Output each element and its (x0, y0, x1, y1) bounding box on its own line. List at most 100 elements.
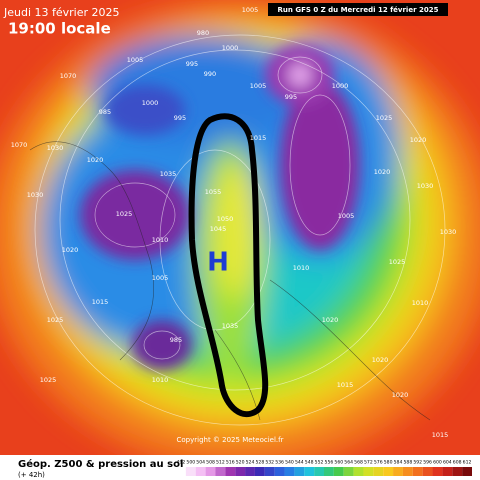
isobar-label: 1020 (372, 356, 389, 364)
time: 19:00 locale (8, 20, 111, 38)
colorbar-swatch (225, 467, 236, 476)
isobar-label: 1010 (412, 299, 429, 307)
colorbar-swatch (462, 467, 472, 476)
isobar-label: 1020 (410, 136, 427, 144)
colorbar-label: 596 (423, 460, 432, 466)
colorbar-swatch (264, 467, 275, 476)
colorbar-label: 548 (305, 460, 314, 466)
isobar-label: 1015 (250, 134, 267, 142)
isobar-label: 1000 (222, 44, 239, 52)
colorbar-label: 576 (374, 460, 383, 466)
isobar-label: 1035 (160, 170, 177, 178)
colorbar-label: 556 (325, 460, 334, 466)
isobar-label: 1015 (432, 431, 449, 439)
colorbar-label: 492 (177, 460, 186, 466)
colorbar-swatch (176, 467, 186, 476)
colorbar-swatch (363, 467, 374, 476)
isobar-label: 1025 (47, 316, 64, 324)
colorbar-label: 524 (246, 460, 255, 466)
colorbar-label: 552 (315, 460, 324, 466)
isobar-label: 1055 (205, 188, 222, 196)
colorbar-swatch (422, 467, 433, 476)
colorbar-swatch (442, 467, 453, 476)
isobar-label: 1050 (217, 215, 234, 223)
colorbar-swatch (402, 467, 413, 476)
colorbar-label: 532 (265, 460, 274, 466)
colorbar-swatch (205, 467, 216, 476)
colorbar-label: 604 (443, 460, 452, 466)
isobar-label: 1025 (40, 376, 57, 384)
colorbar-swatch (412, 467, 423, 476)
isobar-label: 1020 (62, 246, 79, 254)
colorbar-label: 504 (196, 460, 205, 466)
map-field (0, 0, 480, 470)
colorbar-label: 544 (295, 460, 304, 466)
isobar-label: 1070 (60, 72, 77, 80)
colorbar-swatch (432, 467, 443, 476)
colorbar-swatch (333, 467, 344, 476)
colorbar-swatch (314, 467, 324, 476)
isobar-label: 1005 (250, 82, 267, 90)
colorbar-label: 600 (433, 460, 442, 466)
isobar-label: 990 (204, 70, 216, 78)
colorbar-label: 560 (334, 460, 343, 466)
run: Run GFS 0 Z du Mercredi 12 février 2025 (278, 6, 439, 14)
lead-time: (+ 42h) (18, 471, 45, 479)
isobar-label: 1025 (389, 258, 406, 266)
colorbar-label: 592 (413, 460, 422, 466)
isobar-label: 1000 (332, 82, 349, 90)
colorbar-swatch (383, 467, 394, 476)
colorbar-label: 500 (186, 460, 195, 466)
colorbar-label: 608 (453, 460, 462, 466)
colorbar-label: 568 (354, 460, 363, 466)
colorbar-swatch (452, 467, 463, 476)
colorbar-swatch (195, 467, 206, 476)
colorbar-label: 516 (226, 460, 235, 466)
date: Jeudi 13 février 2025 (3, 6, 120, 19)
isobar-label: 1010 (293, 264, 310, 272)
colorbar-swatch (304, 467, 315, 476)
colorbar-label: 512 (216, 460, 225, 466)
colorbar-label: 508 (206, 460, 215, 466)
isobar-label: 1025 (116, 210, 133, 218)
colorbar-swatch (185, 467, 196, 476)
high-pressure: H (207, 248, 229, 278)
colorbar-swatch (284, 467, 295, 476)
colorbar: 492 500 504 508 512 516 520 524 528 532 536 540 544 5… (176, 460, 472, 476)
colorbar-label: 580 (384, 460, 393, 466)
isobar-label: 1030 (440, 228, 457, 236)
colorbar-swatch (343, 467, 354, 476)
isobar-label: 1025 (376, 114, 393, 122)
isobar-label: 1005 (338, 212, 355, 220)
isobar-label: 1030 (47, 144, 64, 152)
run-box (268, 3, 448, 16)
colorbar-label: 572 (364, 460, 373, 466)
isobar-label: 1015 (337, 381, 354, 389)
copyright: Copyright © 2025 Meteociel.fr (177, 436, 284, 444)
footer-title: Géop. Z500 & pression au sol (18, 458, 183, 470)
isobar-label: 980 (197, 29, 209, 37)
colorbar-swatch (393, 467, 403, 476)
isobar-label: 1070 (11, 141, 28, 149)
isobar-label: 1045 (210, 225, 227, 233)
isobar-label: 985 (170, 336, 182, 344)
annotation-outline (188, 113, 269, 418)
isobar-label: 995 (186, 60, 198, 68)
colorbar-label: 540 (285, 460, 294, 466)
isobar-label: 1020 (87, 156, 104, 164)
isobar-label: 1020 (322, 316, 339, 324)
isobar-label: 995 (285, 93, 297, 101)
isobar-label: 1020 (374, 168, 391, 176)
isobar-label: 1005 (127, 56, 144, 64)
colorbar-swatch (294, 467, 305, 476)
isobar-label: 1020 (392, 391, 409, 399)
colorbar-swatch (353, 467, 364, 476)
isobar-label: 995 (174, 114, 186, 122)
colorbar-label: 520 (236, 460, 245, 466)
isobar-label: 1000 (142, 99, 159, 107)
colorbar-label: 536 (275, 460, 284, 466)
colorbar-label: 612 (463, 460, 472, 466)
colorbar-label: 588 (403, 460, 412, 466)
isobar-label: 1035 (222, 322, 239, 330)
